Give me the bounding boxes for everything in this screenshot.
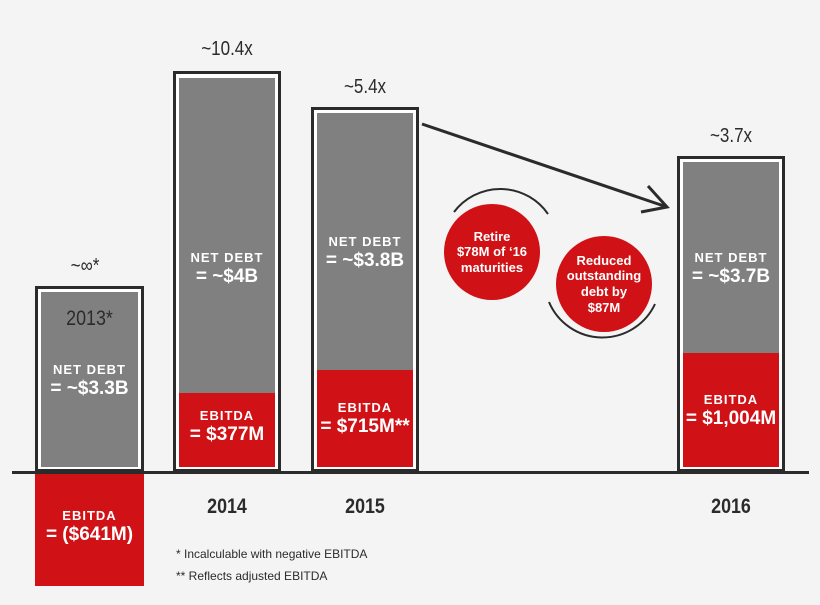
ebitda-value-2013: = ($641M): [45, 523, 134, 545]
year-label-2014: 2014: [207, 495, 247, 518]
footnote-adjusted-ebitda: ** Reflects adjusted EBITDA: [176, 569, 328, 583]
net-debt-title-2014: NET DEBT: [190, 250, 264, 265]
ebitda-value-2014: = $377M: [189, 423, 265, 445]
bar-2015-ebitda-label: EBITDA = $715M**: [317, 400, 413, 438]
annotation-line: debt by: [580, 284, 628, 299]
year-label-2013: 2013*: [66, 307, 113, 330]
net-debt-value-2016: = ~$3.7B: [691, 265, 771, 287]
annotation-line: $78M of ‘16: [456, 244, 528, 260]
annotation-line: maturities: [460, 259, 524, 275]
net-debt-value-2013: = ~$3.3B: [50, 377, 129, 399]
multiple-label-2013: ~∞*: [70, 255, 100, 277]
bar-2015-ebitda: [317, 370, 413, 467]
ebitda-title-2014: EBITDA: [199, 408, 255, 423]
annotation-reduced-debt: Reduced outstanding debt by $87M: [556, 236, 652, 332]
annotation-retire-text: Retire $78M of ‘16 maturities: [457, 229, 527, 276]
bar-2014-ebitda: [179, 393, 275, 467]
ebitda-value-2016: = $1,004M: [685, 407, 777, 429]
year-label-2016: 2016: [711, 495, 751, 518]
annotation-retire-maturities: Retire $78M of ‘16 maturities: [444, 204, 540, 300]
annotation-line: $87M: [587, 299, 621, 315]
bar-2015-net-debt: [317, 113, 413, 370]
bar-2014-ebitda-label: EBITDA = $377M: [179, 408, 275, 446]
bar-2013-net-debt: [41, 292, 138, 467]
net-debt-value-2015: = ~$3.8B: [325, 249, 405, 271]
bar-2016-net-debt-label: NET DEBT = ~$3.7B: [683, 250, 779, 288]
bar-2016-ebitda: [683, 353, 779, 467]
bar-2016-ebitda-label: EBITDA = $1,004M: [683, 392, 779, 430]
ebitda-value-2015: = $715M**: [320, 415, 410, 437]
bar-2015-net-debt-label: NET DEBT = ~$3.8B: [317, 234, 413, 272]
bar-2014-net-debt: [179, 78, 275, 393]
bar-2016-net-debt: [683, 162, 779, 353]
bar-2013-ebitda-frame: [35, 474, 144, 586]
ebitda-title-2016: EBITDA: [703, 392, 759, 407]
footnote-incalculable: * Incalculable with negative EBITDA: [176, 547, 368, 561]
bar-2014-net-debt-label: NET DEBT = ~$4B: [179, 250, 275, 288]
annotation-reduced-text: Reduced outstanding debt by $87M: [567, 253, 641, 315]
net-debt-value-2014: = ~$4B: [195, 265, 259, 287]
multiple-label-2015: ~5.4x: [343, 76, 387, 98]
bar-2013-net-debt-label: NET DEBT = ~$3.3B: [41, 362, 138, 400]
chart-baseline: [12, 471, 809, 474]
trend-arrow-line: [421, 122, 665, 208]
annotation-line: Reduced: [576, 252, 632, 268]
trend-arrow-head: [640, 184, 670, 214]
annotation-line: outstanding: [566, 268, 642, 284]
net-debt-title-2013: NET DEBT: [53, 362, 126, 377]
year-label-2015: 2015: [345, 495, 385, 518]
annotation-line: Retire: [473, 228, 511, 244]
net-debt-title-2015: NET DEBT: [328, 234, 402, 249]
ebitda-title-2015: EBITDA: [337, 400, 393, 415]
net-debt-title-2016: NET DEBT: [694, 250, 768, 265]
bar-2013-ebitda-label: EBITDA = ($641M): [35, 508, 144, 546]
multiple-label-2016: ~3.7x: [709, 125, 753, 147]
ebitda-title-2013: EBITDA: [62, 508, 117, 523]
multiple-label-2014: ~10.4x: [201, 38, 253, 60]
